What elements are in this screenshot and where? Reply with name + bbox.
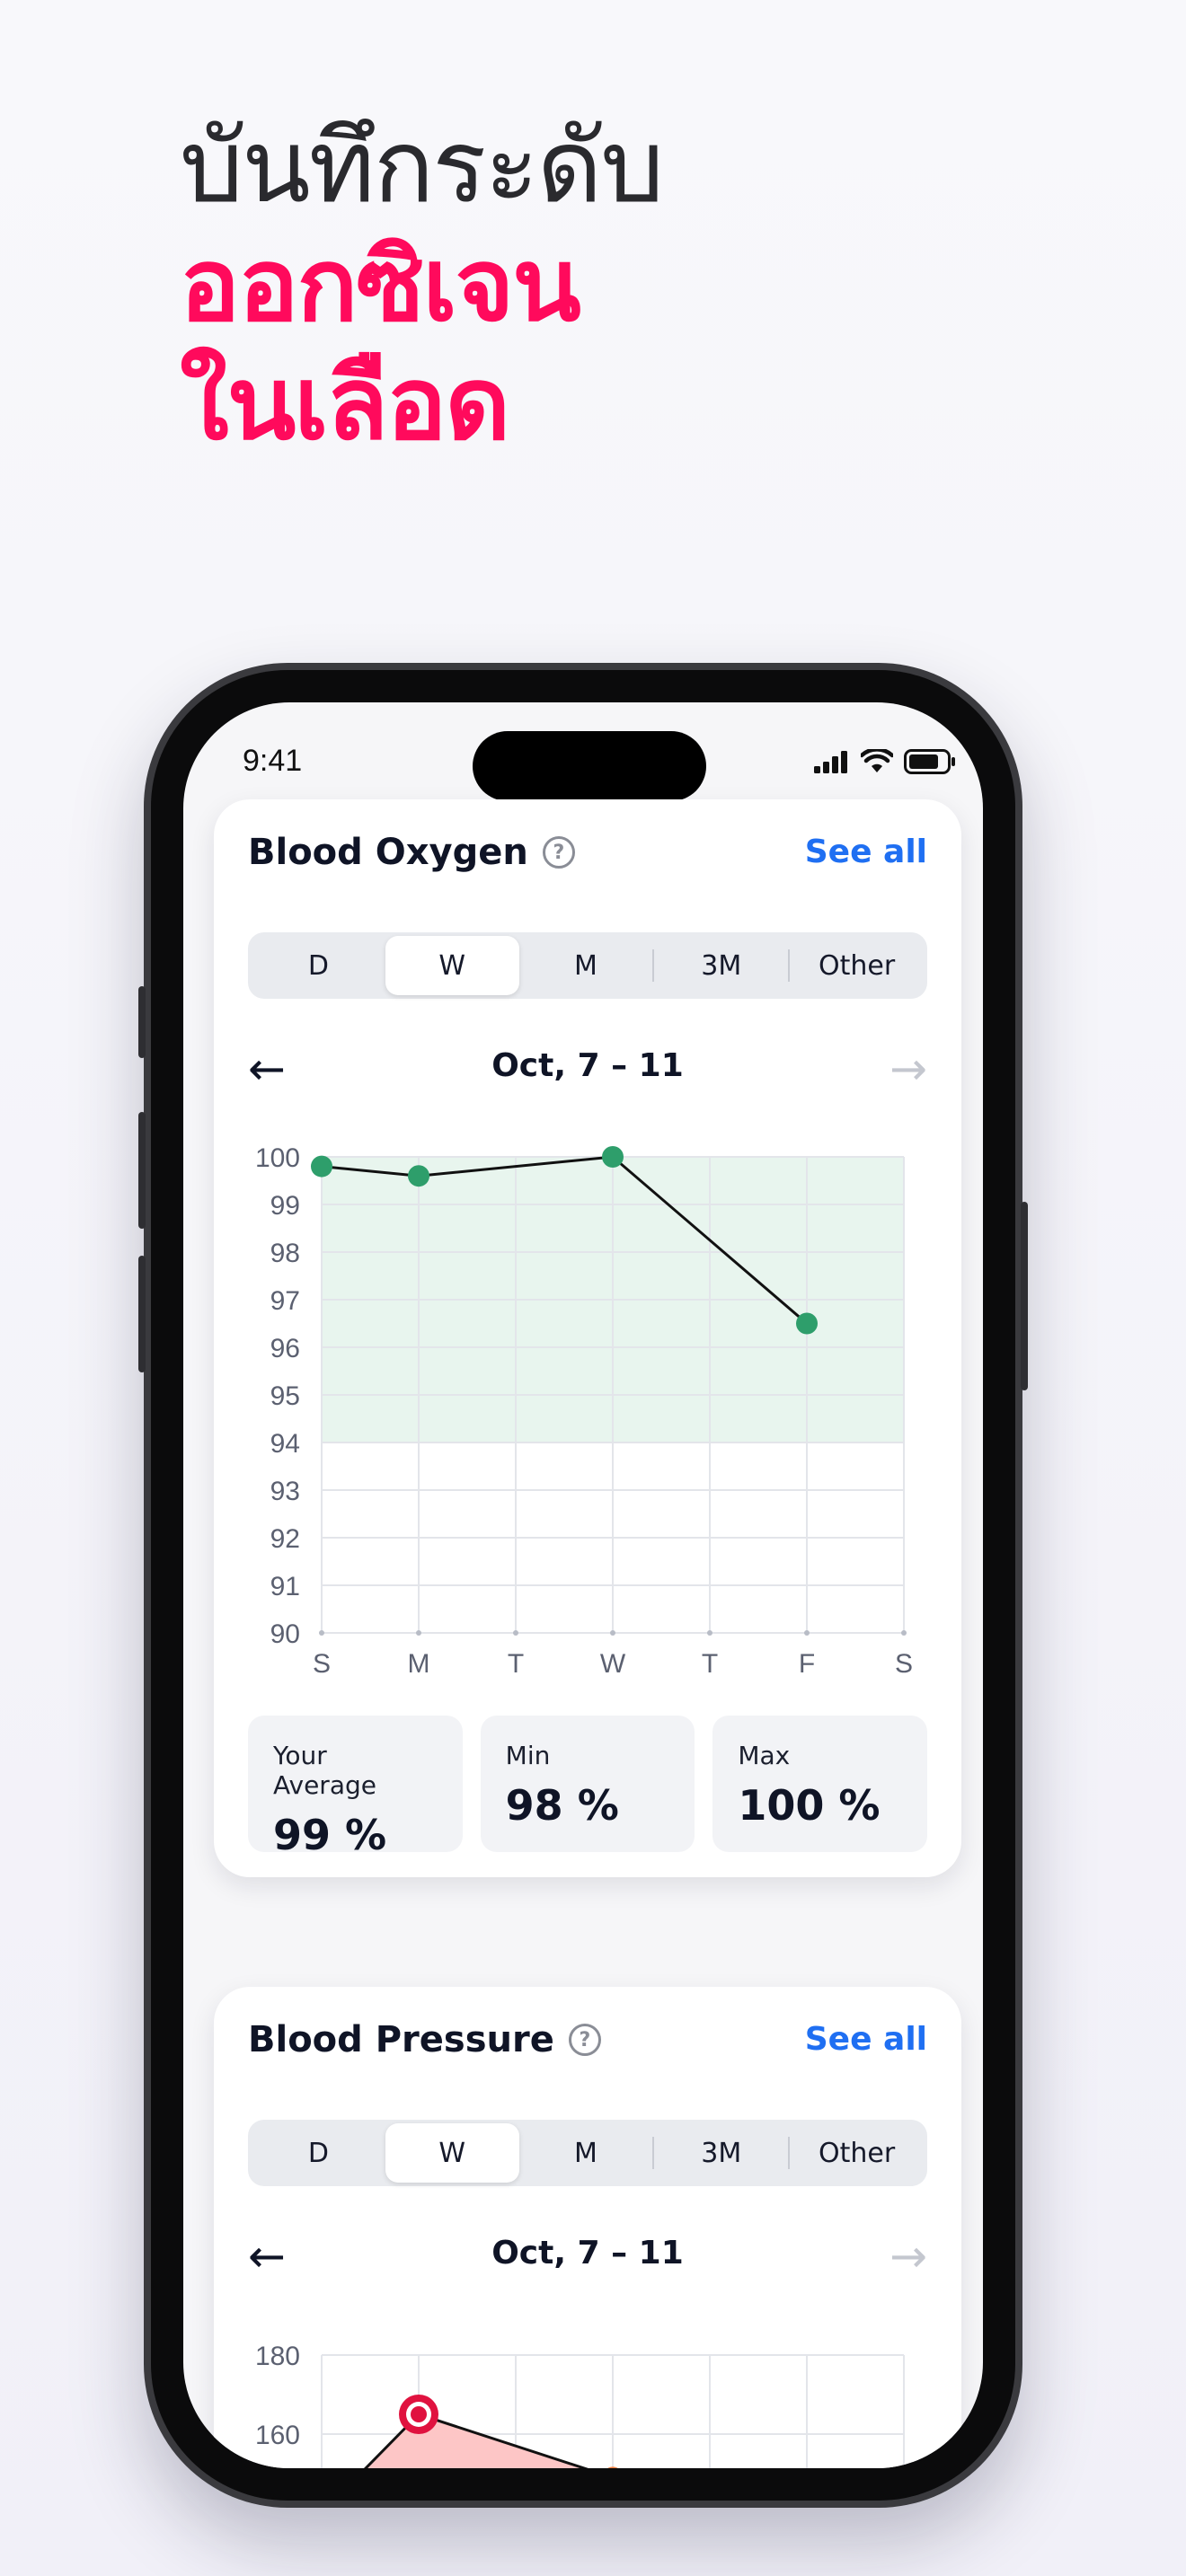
segment-d[interactable]: D [307, 949, 329, 982]
x-tick-label: W [600, 1649, 626, 1679]
stat-value: 99 % [273, 1811, 387, 1859]
date-range: Oct, 7 – 11 [491, 2235, 684, 2272]
mute-switch [138, 986, 146, 1058]
stat-min: Min 98 % [480, 1716, 695, 1852]
blood-oxygen-chart: 100 99 98 97 96 95 94 93 92 91 90 S M T W T F S [255, 1143, 913, 1679]
stat-label: Max [738, 1741, 791, 1770]
y-tick-label: 93 [270, 1477, 300, 1506]
series-line [363, 2413, 589, 2468]
x-tick-label: S [895, 1649, 913, 1679]
x-tick-dot [804, 1630, 810, 1636]
date-navigation: ← Oct, 7 – 11 → [248, 1042, 927, 1096]
blood-pressure-chart: 180 160 [255, 2342, 905, 2468]
x-tick-dot [901, 1630, 907, 1636]
x-tick-dot [707, 1630, 712, 1636]
volume-down-button [138, 1256, 146, 1372]
segment-other[interactable]: Other [818, 2137, 896, 2169]
see-all-link[interactable]: See all [804, 2021, 927, 2058]
highlight-point-inner [411, 2406, 427, 2422]
blood-oxygen-title: Blood Oxygen ? [248, 832, 575, 873]
data-point [796, 1312, 818, 1335]
x-tick-label: M [408, 1649, 430, 1679]
segment-d[interactable]: D [307, 2137, 329, 2169]
arrow-right-icon[interactable]: → [890, 1043, 927, 1095]
arrow-left-icon[interactable]: ← [248, 2230, 286, 2282]
date-range: Oct, 7 – 11 [491, 1047, 684, 1084]
headline-line-1: บันทึกระดับ [180, 109, 664, 225]
arrow-left-icon[interactable]: ← [248, 1043, 286, 1095]
blood-oxygen-title-text: Blood Oxygen [248, 832, 528, 873]
status-time: 9:41 [243, 744, 303, 778]
x-tick-dot [319, 1630, 324, 1636]
y-tick-label: 90 [270, 1619, 300, 1649]
blood-pressure-card: Blood Pressure ? See all D W M 3M Other … [214, 1987, 961, 2468]
blood-oxygen-card: Blood Oxygen ? See all D W M 3M Other ← … [214, 799, 961, 1877]
y-tick-label: 95 [270, 1381, 300, 1411]
period-selector: D W M 3M Other [248, 2120, 927, 2186]
series-line [321, 1155, 808, 1325]
stat-max: Max 100 % [712, 1716, 928, 1852]
x-tick-dot [513, 1630, 518, 1636]
status-icons [814, 749, 956, 774]
y-tick-label: 94 [270, 1429, 300, 1459]
y-tick-label: 160 [255, 2421, 300, 2450]
dynamic-island [473, 731, 706, 801]
y-tick-label: 91 [270, 1572, 300, 1601]
data-point [408, 1165, 429, 1187]
blood-pressure-title: Blood Pressure ? [248, 2019, 601, 2060]
x-tick-dot [416, 1630, 421, 1636]
see-all-link[interactable]: See all [804, 834, 927, 870]
segment-divider [788, 949, 791, 982]
volume-up-button [138, 1112, 146, 1229]
segment-w[interactable]: W [385, 936, 519, 995]
segment-divider [652, 2137, 655, 2169]
data-point [311, 1155, 332, 1178]
stat-value: 100 % [738, 1781, 881, 1830]
signal-icon [814, 751, 847, 773]
date-navigation: ← Oct, 7 – 11 → [248, 2229, 927, 2283]
help-icon[interactable]: ? [568, 2024, 601, 2056]
segment-other[interactable]: Other [818, 949, 896, 982]
stat-label: Your Average [273, 1741, 376, 1800]
y-tick-label: 92 [270, 1524, 300, 1554]
segment-3m[interactable]: 3M [701, 949, 742, 982]
period-selector: D W M 3M Other [248, 932, 927, 999]
x-tick-label: S [313, 1649, 331, 1679]
y-tick-label: 100 [255, 1143, 300, 1173]
blood-pressure-title-text: Blood Pressure [248, 2019, 554, 2060]
stat-value: 98 % [505, 1781, 619, 1830]
stat-average: Your Average 99 % [248, 1716, 463, 1859]
data-point [602, 1146, 624, 1168]
help-icon[interactable]: ? [542, 836, 575, 869]
phone-frame: 9:41 [138, 663, 1028, 2508]
arrow-right-icon[interactable]: → [890, 2230, 927, 2282]
y-tick-label: 97 [270, 1286, 300, 1316]
x-tick-dot [610, 1630, 615, 1636]
stat-label: Min [505, 1741, 551, 1770]
y-tick-label: 180 [255, 2342, 300, 2371]
headline-line-2: ออกซิเจน [180, 227, 581, 344]
segment-3m[interactable]: 3M [701, 2137, 742, 2169]
stats-row: Your Average 99 % Min 98 % Max 100 % [248, 1716, 928, 1859]
battery-icon [904, 749, 955, 774]
headline-line-3: ในเลือด [180, 346, 510, 463]
area-fill [366, 2414, 585, 2468]
y-tick-label: 99 [270, 1191, 300, 1221]
headline: บันทึกระดับ ออกซิเจน ในเลือด [180, 108, 664, 463]
segment-divider [788, 2137, 791, 2169]
phone-screen: 9:41 [183, 702, 983, 2468]
segment-divider [652, 949, 655, 982]
y-tick-label: 96 [270, 1334, 300, 1363]
y-tick-label: 98 [270, 1239, 300, 1268]
segment-m[interactable]: M [574, 2137, 597, 2169]
segment-m[interactable]: M [574, 949, 597, 982]
x-tick-label: T [702, 1649, 718, 1679]
segment-w[interactable]: W [385, 2123, 519, 2183]
wifi-icon [861, 749, 893, 772]
x-tick-label: T [508, 1649, 524, 1679]
x-tick-label: F [799, 1649, 815, 1679]
power-button [1021, 1202, 1028, 1390]
data-point [607, 2466, 618, 2468]
